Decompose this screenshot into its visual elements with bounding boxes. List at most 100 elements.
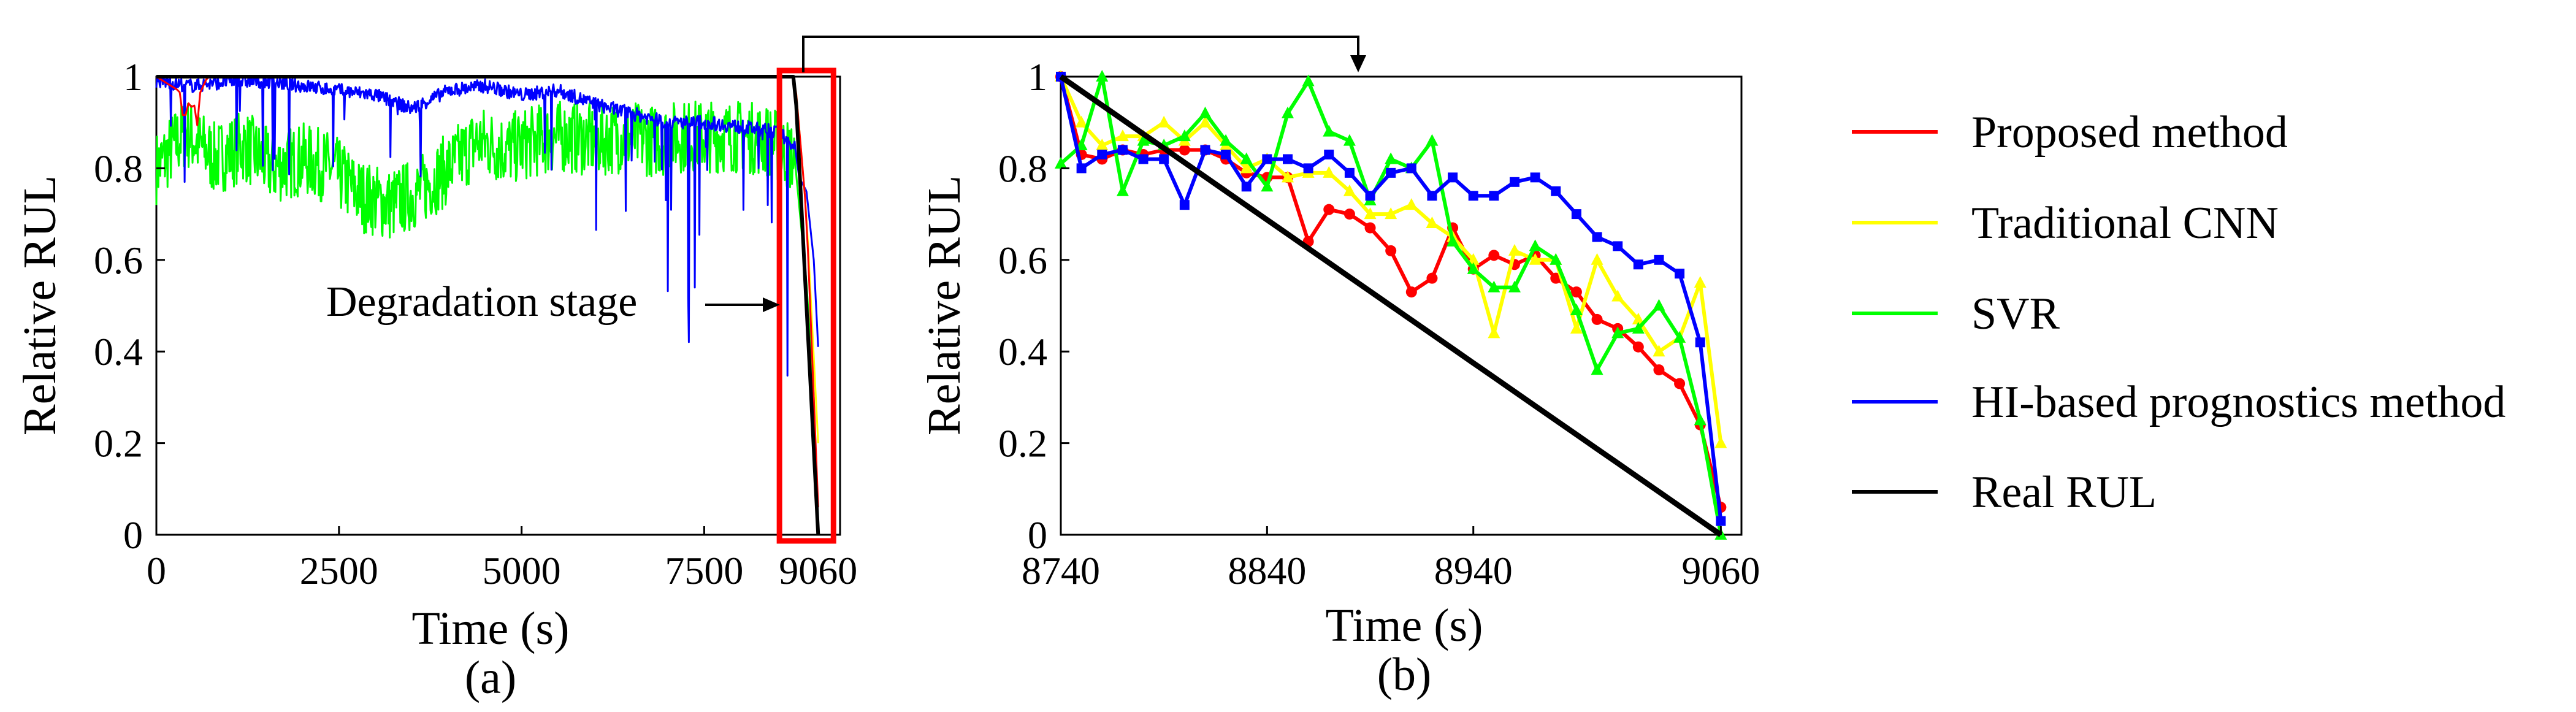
- panel-b-point-proposed-method: [1570, 286, 1582, 298]
- panel-b-point-svr: [1055, 156, 1067, 169]
- panel-a-x-tick-label: 2500: [300, 549, 378, 592]
- panel-b-point-svr: [1096, 70, 1109, 82]
- panel-b-point-svr: [1240, 152, 1253, 164]
- legend-label-hi-based-method: HI-based prognostics method: [1971, 377, 2505, 427]
- panel-b-point-traditional-cnn: [1343, 184, 1356, 196]
- zoom-connector-line: [802, 36, 1359, 72]
- panel-b-point-traditional-cnn: [1158, 115, 1171, 128]
- panel-b-point-svr: [1385, 152, 1397, 164]
- panel-b-series-traditional-cnn: [1059, 75, 1723, 443]
- panel-b-point-proposed-method: [1364, 222, 1376, 234]
- panel-b-point-svr: [1673, 331, 1686, 343]
- panel-b-point-hi-based-prognostics-method: [1283, 154, 1293, 164]
- panel-a-x-tick-label: 5000: [483, 549, 561, 592]
- panel-b-point-svr: [1302, 74, 1315, 86]
- panel-b-point-hi-based-prognostics-method: [1241, 182, 1252, 192]
- panel-b-point-hi-based-prognostics-method: [1448, 172, 1458, 183]
- panel-b-point-hi-based-prognostics-method: [1076, 163, 1087, 174]
- panel-b-x-axis-label: Time (s): [1326, 600, 1483, 651]
- degradation-stage-arrowhead: [763, 297, 780, 312]
- panel-b-series-real-rul: [1059, 74, 1722, 537]
- panel-b-point-traditional-cnn: [1694, 276, 1707, 288]
- panel-b-point-traditional-cnn: [1508, 243, 1521, 256]
- panel-b-y-tick-label: 1: [1028, 55, 1047, 99]
- panel-b-point-svr: [1199, 106, 1212, 118]
- panel-b-point-traditional-cnn: [1075, 115, 1088, 128]
- panel-b-point-traditional-cnn: [1611, 289, 1624, 302]
- panel-b-point-proposed-method: [1632, 341, 1644, 353]
- panel-a-label: (a): [465, 652, 516, 703]
- panel-a-x-axis-label: Time (s): [412, 603, 570, 654]
- panel-b-point-traditional-cnn: [1282, 170, 1294, 183]
- panel-a-x-tick-label: 9060: [779, 549, 857, 592]
- panel-b-point-svr: [1694, 413, 1707, 426]
- zoom-connector-arrowhead: [1350, 55, 1366, 72]
- panel-b-point-traditional-cnn: [1240, 161, 1253, 174]
- panel-b-point-svr: [1116, 184, 1129, 196]
- panel-b-point-hi-based-prognostics-method: [1695, 337, 1705, 348]
- panel-b-point-proposed-method: [1179, 144, 1190, 156]
- panel-b-point-hi-based-prognostics-method: [1117, 145, 1128, 155]
- panel-b-point-proposed-method: [1426, 272, 1438, 284]
- panel-a-y-tick-label: 0.8: [94, 147, 143, 190]
- panel-a-series-svr: [155, 101, 819, 535]
- panel-b-point-hi-based-prognostics-method: [1571, 209, 1581, 220]
- panel-a-y-ticks: 0 0.2 0.4 0.6 0.8 1: [94, 55, 165, 557]
- panel-b-point-hi-based-prognostics-method: [1262, 154, 1272, 164]
- panel-b-point-hi-based-prognostics-method: [1530, 172, 1540, 183]
- panel-b-y-ticks: 0 0.2 0.4 0.6 0.8 1: [998, 55, 1069, 557]
- panel-b-point-traditional-cnn: [1488, 326, 1500, 339]
- panel-b-point-traditional-cnn: [1323, 166, 1336, 178]
- legend-label-real-rul: Real RUL: [1971, 467, 2157, 518]
- panel-b-point-traditional-cnn: [1116, 129, 1129, 142]
- legend: Proposed method Traditional CNN SVR HI-b…: [1852, 107, 2505, 518]
- panel-b-point-proposed-method: [1343, 209, 1355, 220]
- panel-b-point-hi-based-prognostics-method: [1468, 191, 1478, 201]
- panel-b-point-hi-based-prognostics-method: [1551, 186, 1561, 196]
- panel-b-point-traditional-cnn: [1529, 253, 1542, 265]
- panel-b-point-traditional-cnn: [1364, 207, 1377, 220]
- degradation-stage-annotation: Degradation stage: [326, 278, 637, 326]
- panel-a-x-tick-label: 0: [147, 549, 166, 592]
- panel-b-point-proposed-method: [1653, 364, 1665, 376]
- panel-b-x-tick-label: 9060: [1681, 549, 1760, 592]
- panel-b-point-hi-based-prognostics-method: [1365, 191, 1375, 201]
- panel-b-point-traditional-cnn: [1385, 207, 1397, 220]
- panel-b-point-traditional-cnn: [1199, 115, 1212, 128]
- panel-b-point-hi-based-prognostics-method: [1510, 177, 1519, 187]
- panel-b-point-svr: [1261, 180, 1274, 192]
- panel-b-point-hi-based-prognostics-method: [1200, 145, 1210, 155]
- panel-b-point-svr: [1137, 134, 1150, 146]
- panel-b-point-svr: [1508, 280, 1521, 293]
- panel-b-x-tick-label: 8740: [1022, 549, 1100, 592]
- panel-b-point-hi-based-prognostics-method: [1097, 149, 1107, 159]
- panel-b-point-traditional-cnn: [1570, 321, 1583, 334]
- panel-b-point-svr: [1653, 299, 1665, 311]
- panel-b-point-svr: [1570, 303, 1583, 315]
- panel-b-point-hi-based-prognostics-method: [1138, 154, 1148, 164]
- panel-b-x-tick-label: 8940: [1434, 549, 1513, 592]
- panel-b-point-traditional-cnn: [1467, 253, 1480, 265]
- panel-b-point-hi-based-prognostics-method: [1592, 232, 1602, 242]
- panel-b-point-hi-based-prognostics-method: [1654, 255, 1664, 265]
- panel-b-point-svr: [1550, 253, 1562, 265]
- panel-b-series-group: [1055, 70, 1727, 540]
- panel-a-y-tick-label: 0.4: [94, 330, 143, 373]
- panel-b-y-tick-label: 0.6: [998, 239, 1047, 282]
- legend-label-proposed-method: Proposed method: [1971, 107, 2288, 158]
- panel-b-point-hi-based-prognostics-method: [1303, 163, 1313, 174]
- panel-b-chart: 0 0.2 0.4 0.6 0.8 1 8740 8840 8940 9060 Relative…: [919, 55, 1760, 700]
- panel-b-point-hi-based-prognostics-method: [1324, 149, 1334, 159]
- panel-a-y-axis-label: Relative RUL: [14, 175, 66, 435]
- panel-b-y-tick-label: 0.4: [998, 330, 1047, 373]
- panel-b-y-tick-label: 0.2: [998, 422, 1047, 465]
- panel-b-point-svr: [1426, 134, 1439, 146]
- panel-b-point-traditional-cnn: [1426, 216, 1439, 229]
- panel-b-point-proposed-method: [1385, 245, 1397, 256]
- legend-label-svr: SVR: [1971, 289, 2060, 339]
- panel-b-point-hi-based-prognostics-method: [1344, 167, 1355, 178]
- panel-b-point-hi-based-prognostics-method: [1427, 191, 1437, 201]
- panel-b-point-traditional-cnn: [1653, 345, 1665, 357]
- panel-b-x-ticks: 8740 8840 8940 9060: [1022, 526, 1760, 592]
